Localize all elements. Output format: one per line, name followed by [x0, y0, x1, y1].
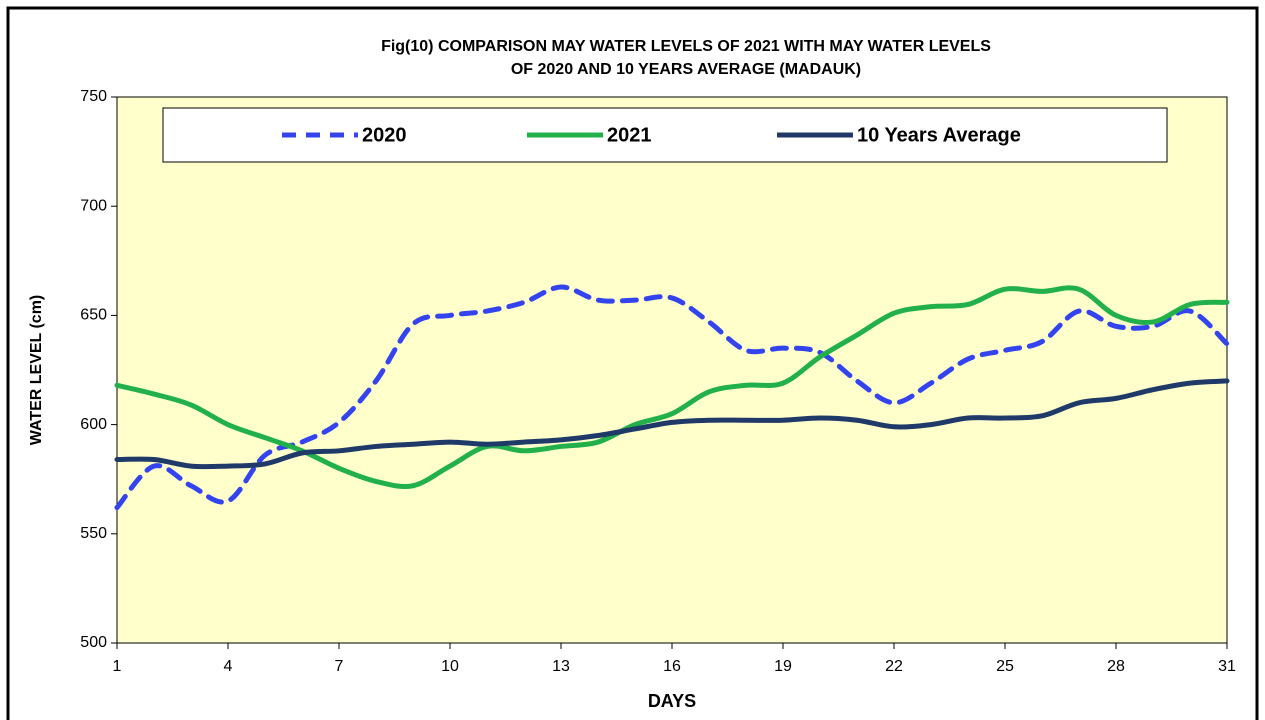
- x-tick-label: 4: [224, 658, 233, 675]
- x-tick-label: 22: [885, 658, 903, 675]
- x-tick-label: 10: [441, 658, 459, 675]
- series-line: [114, 378, 1230, 470]
- legend-label: 2021: [607, 124, 652, 146]
- series-line: [114, 284, 1230, 511]
- x-tick-label: 13: [552, 658, 570, 675]
- legend-label: 2020: [362, 124, 407, 146]
- y-tick-label: 650: [80, 307, 107, 324]
- chart-title: Fig(10) COMPARISON MAY WATER LEVELS OF 2…: [381, 38, 991, 55]
- y-axis-title: WATER LEVEL (cm): [28, 295, 45, 446]
- x-tick-label: 16: [663, 658, 681, 675]
- chart-title: OF 2020 AND 10 YEARS AVERAGE (MADAUK): [511, 61, 861, 78]
- y-tick-label: 750: [80, 88, 107, 105]
- x-axis-title: DAYS: [648, 691, 696, 711]
- legend-label: 10 Years Average: [857, 124, 1021, 146]
- y-tick-label: 500: [80, 634, 107, 651]
- y-tick-label: 550: [80, 525, 107, 542]
- x-tick-label: 28: [1107, 658, 1125, 675]
- plot-area: [116, 96, 1228, 644]
- x-tick-label: 25: [996, 658, 1014, 675]
- x-tick-label: 31: [1218, 658, 1236, 675]
- y-tick-label: 700: [80, 197, 107, 214]
- x-tick-label: 1: [113, 658, 122, 675]
- x-tick-label: 7: [335, 658, 344, 675]
- x-tick-label: 19: [774, 658, 792, 675]
- y-tick-label: 600: [80, 416, 107, 433]
